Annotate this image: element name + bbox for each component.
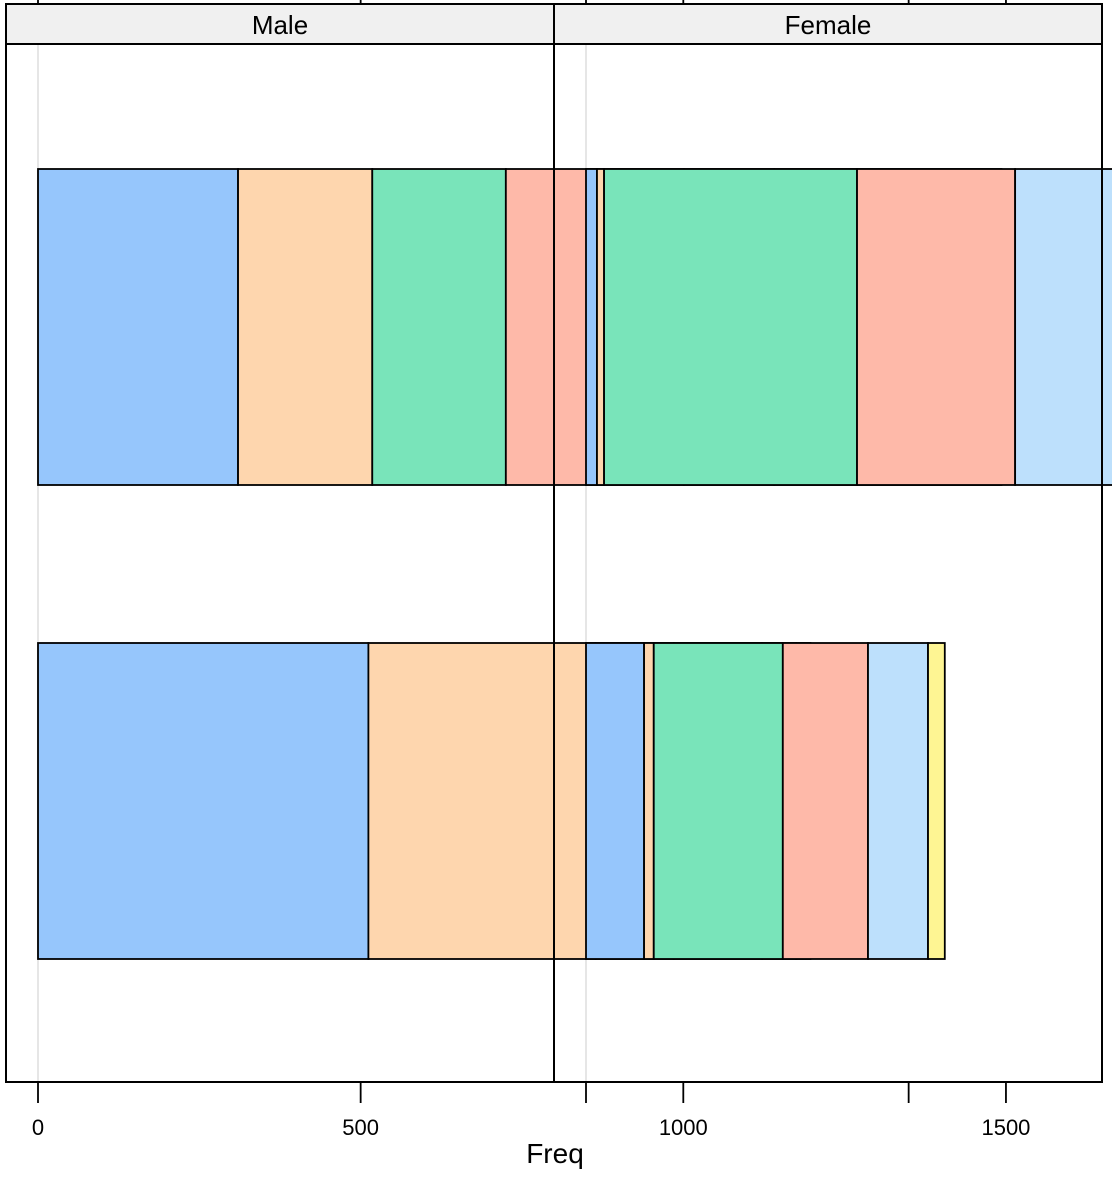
- bar-segment: [237, 168, 374, 486]
- bar-segment: [781, 642, 869, 960]
- panel-strip-label: Male: [252, 10, 308, 40]
- panel-strip: [553, 3, 1103, 45]
- bar-segment: [585, 642, 645, 960]
- bar-segment: [367, 642, 597, 960]
- panel-strip: [5, 3, 555, 45]
- x-tick-label: 1000: [659, 1115, 708, 1140]
- bar-segment: [585, 168, 598, 486]
- x-axis-ticks: 0 500 1000 1500: [32, 0, 1030, 1140]
- x-tick-label: 1500: [981, 1115, 1030, 1140]
- bar-segment: [867, 642, 929, 960]
- bar-segment: [652, 642, 784, 960]
- bar-segment: [856, 168, 1017, 486]
- bar-segment: [603, 168, 858, 486]
- bar-segment: [927, 642, 946, 960]
- x-tick-label: 0: [32, 1115, 44, 1140]
- x-tick-label: 500: [342, 1115, 379, 1140]
- bar-segment: [1014, 168, 1112, 486]
- panel-strips: Male Female: [5, 3, 1103, 45]
- bar-segment: [37, 642, 370, 960]
- bar-segment: [37, 168, 239, 486]
- panel-strip-label: Female: [785, 10, 872, 40]
- bars: [37, 168, 1112, 960]
- bar-segment: [371, 168, 507, 486]
- bar-segment: [643, 642, 655, 960]
- x-axis-title: Freq: [526, 1138, 584, 1169]
- bar-segment: [596, 168, 605, 486]
